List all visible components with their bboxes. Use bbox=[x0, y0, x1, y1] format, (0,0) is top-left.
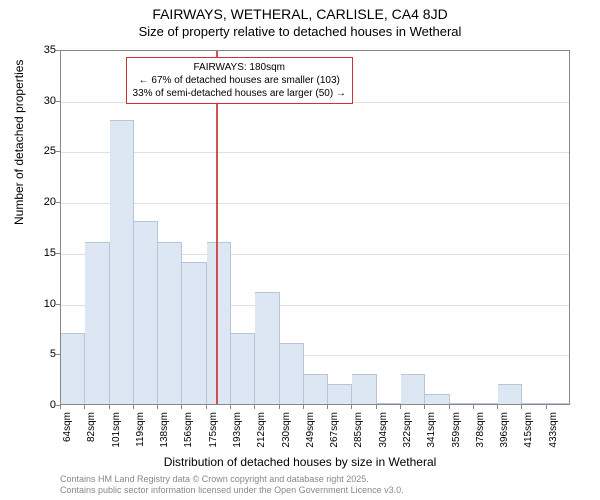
x-tick-mark bbox=[230, 405, 231, 409]
histogram-bar bbox=[110, 120, 134, 404]
footer: Contains HM Land Registry data © Crown c… bbox=[60, 474, 404, 497]
x-tick-label: 101sqm bbox=[111, 412, 122, 452]
grid-line bbox=[61, 152, 569, 153]
x-tick-mark bbox=[303, 405, 304, 409]
chart-title: FAIRWAYS, WETHERAL, CARLISLE, CA4 8JD bbox=[0, 6, 600, 22]
x-tick-mark bbox=[254, 405, 255, 409]
y-tick-label: 10 bbox=[42, 298, 56, 310]
y-tick-label: 0 bbox=[42, 399, 56, 411]
x-tick-mark bbox=[351, 405, 352, 409]
histogram-bar bbox=[304, 374, 328, 404]
histogram-bar bbox=[231, 333, 255, 404]
chart-container: FAIRWAYS, WETHERAL, CARLISLE, CA4 8JD Si… bbox=[0, 0, 600, 500]
y-tick-label: 5 bbox=[42, 348, 56, 360]
x-tick-label: 193sqm bbox=[232, 412, 243, 452]
x-tick-label: 119sqm bbox=[135, 412, 146, 452]
x-tick-mark bbox=[376, 405, 377, 409]
x-tick-mark bbox=[279, 405, 280, 409]
x-tick-mark bbox=[521, 405, 522, 409]
x-tick-mark bbox=[327, 405, 328, 409]
histogram-bar bbox=[328, 384, 352, 404]
histogram-bar bbox=[352, 374, 376, 404]
histogram-bar bbox=[85, 242, 109, 404]
x-tick-mark bbox=[133, 405, 134, 409]
histogram-bar bbox=[134, 221, 158, 404]
annotation-line3: 33% of semi-detached houses are larger (… bbox=[133, 87, 346, 100]
y-axis-label: Number of detached properties bbox=[12, 60, 26, 225]
x-tick-mark bbox=[84, 405, 85, 409]
y-tick-label: 30 bbox=[42, 95, 56, 107]
x-tick-mark bbox=[546, 405, 547, 409]
histogram-bar bbox=[61, 333, 85, 404]
y-tick-label: 35 bbox=[42, 44, 56, 56]
plot-area: FAIRWAYS: 180sqm ← 67% of detached house… bbox=[60, 50, 570, 405]
histogram-bar bbox=[158, 242, 182, 404]
histogram-bar bbox=[255, 292, 279, 404]
x-tick-label: 212sqm bbox=[256, 412, 267, 452]
x-tick-label: 304sqm bbox=[378, 412, 389, 452]
x-tick-label: 341sqm bbox=[426, 412, 437, 452]
histogram-bar bbox=[498, 384, 522, 404]
x-tick-mark bbox=[400, 405, 401, 409]
y-tick-label: 20 bbox=[42, 196, 56, 208]
x-tick-mark bbox=[206, 405, 207, 409]
x-tick-label: 359sqm bbox=[451, 412, 462, 452]
x-tick-label: 82sqm bbox=[86, 412, 97, 452]
x-tick-label: 249sqm bbox=[305, 412, 316, 452]
x-tick-label: 396sqm bbox=[499, 412, 510, 452]
x-tick-label: 415sqm bbox=[523, 412, 534, 452]
x-tick-mark bbox=[449, 405, 450, 409]
histogram-bar bbox=[182, 262, 206, 404]
histogram-bar bbox=[522, 403, 546, 404]
footer-line1: Contains HM Land Registry data © Crown c… bbox=[60, 474, 404, 486]
x-tick-label: 64sqm bbox=[62, 412, 73, 452]
chart-subtitle: Size of property relative to detached ho… bbox=[0, 24, 600, 39]
x-tick-mark bbox=[60, 405, 61, 409]
histogram-bar bbox=[547, 403, 571, 404]
x-tick-label: 267sqm bbox=[329, 412, 340, 452]
x-tick-label: 175sqm bbox=[208, 412, 219, 452]
footer-line2: Contains public sector information licen… bbox=[60, 485, 404, 497]
x-tick-label: 285sqm bbox=[353, 412, 364, 452]
histogram-bar bbox=[474, 403, 498, 404]
y-tick-label: 15 bbox=[42, 247, 56, 259]
histogram-bar bbox=[425, 394, 449, 404]
y-tick-label: 25 bbox=[42, 145, 56, 157]
x-tick-label: 433sqm bbox=[548, 412, 559, 452]
histogram-bar bbox=[450, 403, 474, 404]
histogram-bar bbox=[207, 242, 231, 404]
x-tick-mark bbox=[157, 405, 158, 409]
x-tick-mark bbox=[109, 405, 110, 409]
annotation-line2: ← 67% of detached houses are smaller (10… bbox=[133, 74, 346, 87]
x-tick-mark bbox=[424, 405, 425, 409]
x-axis-label: Distribution of detached houses by size … bbox=[0, 455, 600, 469]
x-tick-mark bbox=[181, 405, 182, 409]
x-tick-label: 378sqm bbox=[475, 412, 486, 452]
histogram-bar bbox=[401, 374, 425, 404]
x-tick-label: 230sqm bbox=[281, 412, 292, 452]
x-tick-label: 138sqm bbox=[159, 412, 170, 452]
x-tick-mark bbox=[473, 405, 474, 409]
grid-line bbox=[61, 203, 569, 204]
annotation-line1: FAIRWAYS: 180sqm bbox=[133, 61, 346, 74]
x-tick-mark bbox=[497, 405, 498, 409]
annotation-box: FAIRWAYS: 180sqm ← 67% of detached house… bbox=[126, 57, 353, 104]
x-tick-label: 322sqm bbox=[402, 412, 413, 452]
histogram-bar bbox=[377, 403, 401, 404]
x-tick-label: 156sqm bbox=[183, 412, 194, 452]
histogram-bar bbox=[280, 343, 304, 404]
